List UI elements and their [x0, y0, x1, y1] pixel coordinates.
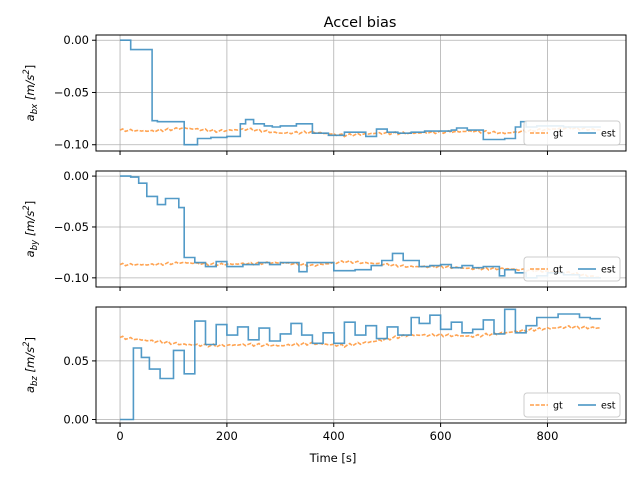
y-tick-label: 0.00	[63, 169, 89, 183]
x-tick-label: 400	[323, 429, 345, 443]
y-label-unit: [m/s	[23, 75, 37, 104]
axes-frame	[95, 306, 627, 424]
axes-frame	[95, 34, 627, 152]
x-axis-label: Time [s]	[309, 451, 357, 465]
y-axis-label: abx [m/s2]	[22, 65, 40, 122]
y-label-unit-close: ]	[23, 201, 37, 206]
y-axis-label: aby [m/s2]	[22, 201, 40, 258]
y-tick-label: −0.05	[54, 220, 89, 234]
y-tick-label: −0.10	[54, 138, 89, 152]
y-label-unit: [m/s	[23, 211, 37, 240]
subplot-2: 0.00 −0.05 −0.10 aby [m/s2] gt est	[22, 169, 627, 291]
legend: gt est	[523, 256, 621, 282]
series-line-gt	[119, 259, 602, 279]
y-label-superscript: 2	[22, 341, 32, 346]
y-label-superscript: 2	[22, 69, 32, 74]
legend-label-gt: gt	[553, 129, 563, 140]
legend-label-gt: gt	[553, 265, 563, 276]
y-label-subscript: bx	[30, 103, 40, 114]
y-label-base: a	[23, 114, 37, 121]
y-label-unit-close: ]	[23, 65, 37, 70]
y-label-base: a	[23, 250, 37, 257]
x-tick-label: 0	[116, 429, 123, 443]
y-label-subscript: bz	[30, 376, 40, 386]
y-label-superscript: 2	[22, 205, 32, 210]
legend-label-est: est	[601, 129, 616, 140]
legend: gt est	[523, 120, 621, 146]
subplot-1: 0.00 −0.05 −0.10 abx [m/s2] gt est	[22, 33, 627, 155]
series-line-est	[120, 175, 601, 279]
y-label-base: a	[23, 386, 37, 393]
y-tick-label: 0.00	[63, 33, 89, 47]
legend-box	[523, 256, 621, 282]
y-label-unit-close: ]	[23, 337, 37, 342]
series-line-gt	[119, 126, 601, 138]
y-label-subscript: by	[30, 239, 40, 250]
legend-label-gt: gt	[553, 401, 563, 412]
y-tick-label: −0.05	[54, 85, 89, 99]
figure-title: Accel bias	[324, 15, 397, 31]
series-line-est	[120, 39, 601, 146]
legend: gt est	[523, 392, 621, 418]
series-line-gt	[119, 324, 601, 349]
legend-label-est: est	[601, 265, 616, 276]
x-tick-label: 600	[430, 429, 452, 443]
x-tick-label: 200	[216, 429, 238, 443]
y-tick-label: 0.05	[63, 354, 89, 368]
subplot-3: 0.00 0.05 0 200 400 600 800 abz [m/s2] gt est	[22, 306, 627, 443]
series-line-est	[120, 308, 601, 421]
y-tick-label: −0.10	[54, 271, 89, 285]
y-axis-label: abz [m/s2]	[22, 337, 40, 393]
y-tick-label: 0.00	[63, 412, 89, 426]
y-label-unit: [m/s	[23, 347, 37, 376]
legend-box	[523, 392, 621, 418]
legend-box	[523, 120, 621, 146]
x-tick-label: 800	[536, 429, 558, 443]
legend-label-est: est	[601, 401, 616, 412]
axes-frame	[95, 170, 627, 288]
